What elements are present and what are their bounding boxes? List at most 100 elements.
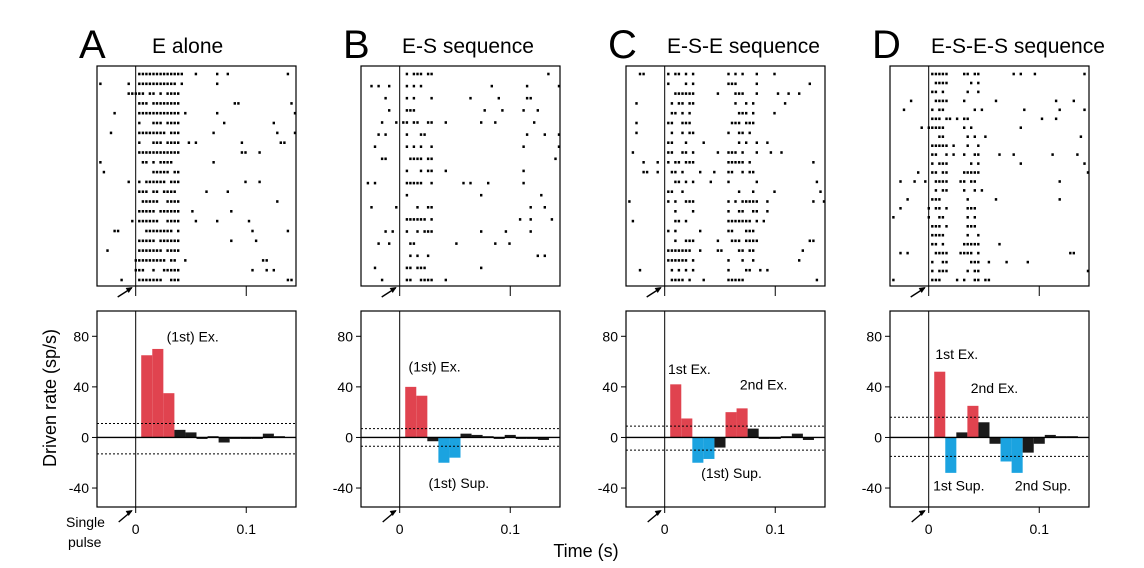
spike-tick bbox=[681, 131, 684, 135]
spike-tick bbox=[525, 133, 529, 136]
spike-tick bbox=[159, 249, 162, 252]
spike-tick bbox=[155, 190, 159, 193]
spike-tick bbox=[973, 135, 976, 138]
spike-tick bbox=[952, 153, 955, 156]
spike-tick bbox=[127, 92, 130, 95]
spike-tick bbox=[138, 131, 141, 135]
spike-tick bbox=[430, 230, 433, 233]
spike-tick bbox=[681, 170, 684, 174]
histogram-bar bbox=[526, 437, 538, 439]
spike-tick bbox=[1083, 108, 1086, 112]
spike-tick bbox=[667, 141, 670, 144]
spike-tick bbox=[162, 210, 166, 213]
spike-tick bbox=[529, 230, 532, 233]
spike-tick bbox=[699, 249, 702, 252]
spike-tick bbox=[166, 239, 169, 243]
histogram-bar bbox=[174, 429, 186, 438]
spike-tick bbox=[980, 189, 984, 192]
spike-tick bbox=[166, 72, 169, 76]
spike-tick bbox=[148, 219, 152, 223]
spike-tick bbox=[525, 84, 529, 88]
spike-tick bbox=[159, 111, 162, 115]
spike-tick bbox=[166, 190, 169, 193]
spike-tick bbox=[293, 111, 297, 115]
spike-tick bbox=[141, 111, 145, 115]
spike-tick bbox=[244, 180, 247, 184]
spike-tick bbox=[162, 102, 166, 105]
spike-tick bbox=[681, 278, 684, 282]
spike-tick bbox=[170, 141, 173, 144]
spike-tick bbox=[931, 225, 934, 228]
spike-tick bbox=[977, 242, 980, 246]
spike-tick bbox=[162, 82, 166, 86]
y-tick-label: 0 bbox=[345, 429, 353, 445]
spike-tick bbox=[1012, 72, 1015, 76]
spike-tick bbox=[931, 269, 934, 273]
spike-tick bbox=[159, 92, 162, 95]
spike-tick bbox=[766, 141, 769, 144]
spike-tick bbox=[734, 239, 737, 243]
stim-label-line1: Single bbox=[66, 514, 105, 530]
raster-plot bbox=[360, 65, 561, 298]
spike-tick bbox=[170, 219, 173, 223]
spike-tick bbox=[550, 218, 554, 221]
spike-tick bbox=[159, 131, 162, 135]
spike-tick bbox=[934, 81, 938, 85]
histogram-plot: -40 0 40 80 0 0.1 (1st) Ex. bbox=[69, 310, 297, 537]
spike-tick bbox=[1072, 251, 1075, 255]
bar-annotation: (1st) Ex. bbox=[167, 328, 219, 344]
bar-annotation: 1st Sup. bbox=[933, 478, 984, 494]
spike-tick bbox=[152, 92, 155, 95]
spike-tick bbox=[380, 157, 384, 161]
spike-tick bbox=[159, 161, 162, 164]
spike-tick bbox=[177, 92, 180, 95]
spike-tick bbox=[670, 102, 674, 105]
spike-tick bbox=[941, 108, 945, 112]
x-tick-label: 0.1 bbox=[1030, 521, 1050, 537]
spike-tick bbox=[734, 102, 737, 105]
spike-tick bbox=[265, 268, 268, 272]
histogram-bar bbox=[736, 408, 748, 438]
spike-tick bbox=[173, 111, 176, 115]
spike-tick bbox=[748, 249, 751, 252]
y-tick-label: 0 bbox=[81, 429, 89, 445]
spike-tick bbox=[941, 144, 945, 147]
histogram-bar bbox=[416, 395, 428, 438]
onset-arrowhead bbox=[654, 510, 662, 516]
spike-tick bbox=[716, 249, 720, 252]
spike-tick bbox=[752, 121, 755, 125]
spike-tick bbox=[667, 190, 670, 193]
spike-tick bbox=[419, 157, 423, 161]
spike-tick bbox=[469, 96, 472, 100]
spike-tick bbox=[138, 210, 141, 213]
spike-tick bbox=[966, 117, 969, 121]
spike-tick bbox=[155, 72, 159, 76]
spike-tick bbox=[931, 260, 934, 264]
spike-tick bbox=[279, 141, 282, 144]
spike-tick bbox=[702, 278, 705, 282]
spike-tick bbox=[170, 268, 173, 272]
histogram-frame bbox=[360, 310, 561, 508]
spike-tick bbox=[906, 198, 909, 201]
spike-tick bbox=[518, 218, 522, 221]
spike-tick bbox=[170, 200, 173, 203]
spike-tick bbox=[166, 249, 169, 252]
spike-tick bbox=[525, 96, 529, 100]
spike-tick bbox=[244, 151, 247, 154]
spike-tick bbox=[667, 229, 670, 233]
spike-tick bbox=[155, 170, 159, 174]
panel-title: E-S-E-S sequence bbox=[931, 35, 1105, 58]
spike-tick bbox=[194, 219, 198, 223]
spike-tick bbox=[497, 96, 500, 100]
spike-tick bbox=[752, 170, 755, 174]
histogram-bar bbox=[504, 434, 516, 438]
spike-tick bbox=[501, 109, 504, 112]
spike-tick bbox=[409, 266, 412, 270]
spike-tick bbox=[166, 141, 169, 144]
histogram-bar bbox=[934, 371, 946, 438]
spike-tick bbox=[377, 133, 380, 136]
spike-tick bbox=[977, 233, 980, 237]
spike-tick bbox=[155, 259, 159, 262]
spike-tick bbox=[934, 90, 938, 94]
spike-tick bbox=[480, 266, 483, 270]
